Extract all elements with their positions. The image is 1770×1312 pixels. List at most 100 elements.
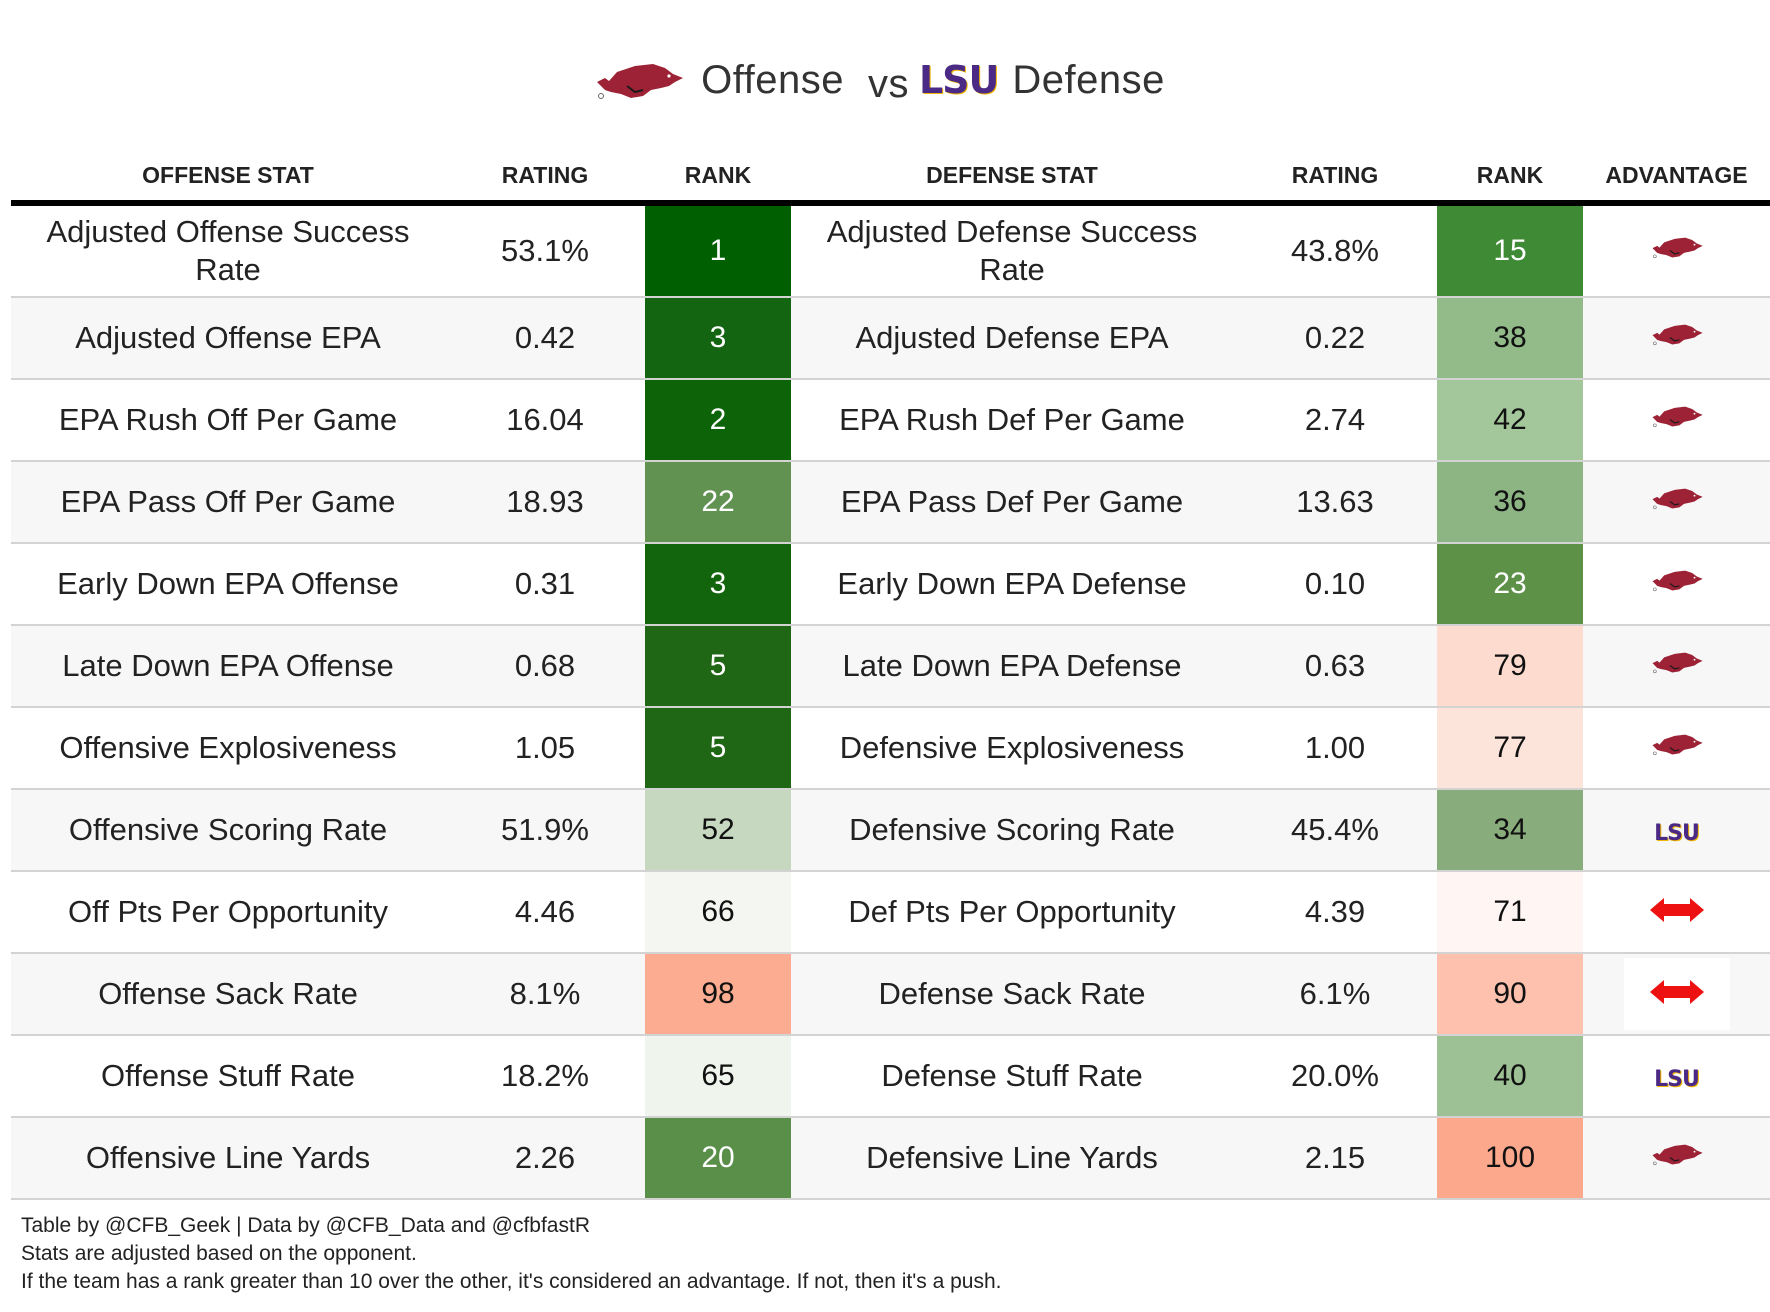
col-header-defense-rating: RATING [1233,150,1437,206]
table-row: Early Down EPA Offense 0.31 3 Early Down EP… [11,543,1770,626]
defense-rating: 43.8% [1233,203,1437,298]
defense-rank: 40 [1437,1035,1583,1118]
offense-rating: 18.93 [445,461,645,544]
col-header-offense-stat: OFFENSE STAT [11,150,445,206]
offense-label: Offense [701,57,844,102]
arkansas-razorback-logo-icon [1649,648,1705,683]
offense-rating: 8.1% [445,953,645,1036]
offense-rating: 0.42 [445,297,645,380]
offense-stat-name: Offensive Scoring Rate [11,789,445,872]
defense-rank: 90 [1437,953,1583,1036]
table-header-row: OFFENSE STAT RATING RANK DEFENSE STAT RA… [11,150,1770,206]
footer-note-advantage-rule: If the team has a rank greater than 10 o… [21,1270,1002,1293]
matchup-table: OFFENSE STAT RATING RANK DEFENSE STAT RA… [11,150,1770,1200]
defense-rating: 13.63 [1233,461,1437,544]
offense-stat-name: Adjusted Offense Success Rate [11,203,445,298]
table-row: Adjusted Offense Success Rate 53.1% 1 Adjus… [11,203,1770,298]
arkansas-razorback-logo-icon [1649,402,1705,437]
footer-notes: Table by @CFB_Geek | Data by @CFB_Data a… [21,1212,1001,1296]
table-row: Offensive Line Yards 2.26 20 Defensive Line… [11,1117,1770,1200]
arkansas-razorback-logo-icon [591,56,687,104]
vs-label: vs [867,61,909,106]
offense-rating: 0.31 [445,543,645,626]
lsu-logo-icon: LSU [918,58,999,102]
defense-rating: 4.39 [1233,871,1437,954]
defense-rank: 79 [1437,625,1583,708]
offense-rating: 0.68 [445,625,645,708]
defense-stat-name: Late Down EPA Defense [791,625,1233,708]
arkansas-razorback-logo-icon [1649,566,1705,601]
offense-rank: 2 [645,379,791,462]
offense-stat-name: Adjusted Offense EPA [11,297,445,380]
advantage-cell [1583,379,1770,462]
defense-stat-name: Def Pts Per Opportunity [791,871,1233,954]
offense-rank: 65 [645,1035,791,1118]
offense-stat-name: Late Down EPA Offense [11,625,445,708]
offense-rating: 16.04 [445,379,645,462]
lsu-logo-icon: LSU [1654,821,1700,846]
table-row: Offensive Explosiveness 1.05 5 Defensive Ex… [11,707,1770,790]
offense-rank: 3 [645,543,791,626]
offense-rank: 66 [645,871,791,954]
offense-stat-name: Off Pts Per Opportunity [11,871,445,954]
defense-rank: 42 [1437,379,1583,462]
arkansas-razorback-logo-icon [1649,1140,1705,1175]
col-header-advantage: ADVANTAGE [1583,150,1770,206]
table-row: Adjusted Offense EPA 0.42 3 Adjusted Defens… [11,297,1770,380]
defense-rating: 2.74 [1233,379,1437,462]
offense-rating: 51.9% [445,789,645,872]
defense-stat-name: EPA Rush Def Per Game [791,379,1233,462]
offense-rank: 98 [645,953,791,1036]
defense-rank: 38 [1437,297,1583,380]
advantage-cell [1583,297,1770,380]
table-row: EPA Pass Off Per Game 18.93 22 EPA Pass Def… [11,461,1770,544]
defense-stat-name: EPA Pass Def Per Game [791,461,1233,544]
page-title: Offense vs LSU Defense [0,50,1770,110]
col-header-defense-stat: DEFENSE STAT [791,150,1233,206]
offense-stat-name: EPA Pass Off Per Game [11,461,445,544]
offense-stat-name: Early Down EPA Offense [11,543,445,626]
offense-rank: 52 [645,789,791,872]
footer-credit: Table by @CFB_Geek | Data by @CFB_Data a… [21,1214,590,1237]
defense-rating: 6.1% [1233,953,1437,1036]
offense-rank: 3 [645,297,791,380]
col-header-defense-rank: RANK [1437,150,1583,206]
offense-stat-name: Offensive Explosiveness [11,707,445,790]
arkansas-razorback-logo-icon [1649,320,1705,355]
offense-rating: 1.05 [445,707,645,790]
push-double-arrow-icon [1649,894,1704,929]
defense-label: Defense [1012,57,1165,102]
defense-rank: 71 [1437,871,1583,954]
defense-rating: 0.10 [1233,543,1437,626]
offense-rank: 20 [645,1117,791,1200]
defense-stat-name: Defensive Scoring Rate [791,789,1233,872]
offense-rating: 2.26 [445,1117,645,1200]
defense-stat-name: Defensive Line Yards [791,1117,1233,1200]
advantage-cell [1583,1117,1770,1200]
arkansas-razorback-logo-icon [1649,484,1705,519]
defense-rank: 23 [1437,543,1583,626]
lsu-logo-icon: LSU [1654,1067,1700,1092]
defense-rank: 34 [1437,789,1583,872]
offense-rating: 53.1% [445,203,645,298]
col-header-offense-rating: RATING [445,150,645,206]
arkansas-razorback-logo-icon [1649,233,1705,268]
advantage-cell [1583,203,1770,298]
offense-rank: 5 [645,707,791,790]
col-header-offense-rank: RANK [645,150,791,206]
defense-stat-name: Early Down EPA Defense [791,543,1233,626]
defense-rating: 2.15 [1233,1117,1437,1200]
table-row: Offense Sack Rate 8.1% 98 Defense Sack Rate… [11,953,1770,1036]
defense-rating: 0.22 [1233,297,1437,380]
defense-rank: 100 [1437,1117,1583,1200]
defense-rating: 1.00 [1233,707,1437,790]
offense-rating: 18.2% [445,1035,645,1118]
defense-rating: 45.4% [1233,789,1437,872]
advantage-cell [1583,871,1770,954]
advantage-cell: LSU [1583,789,1770,872]
offense-stat-name: Offense Sack Rate [11,953,445,1036]
offense-stat-name: EPA Rush Off Per Game [11,379,445,462]
footer-note-adjusted: Stats are adjusted based on the opponent… [21,1242,417,1265]
defense-rank: 36 [1437,461,1583,544]
offense-rank: 1 [645,203,791,298]
